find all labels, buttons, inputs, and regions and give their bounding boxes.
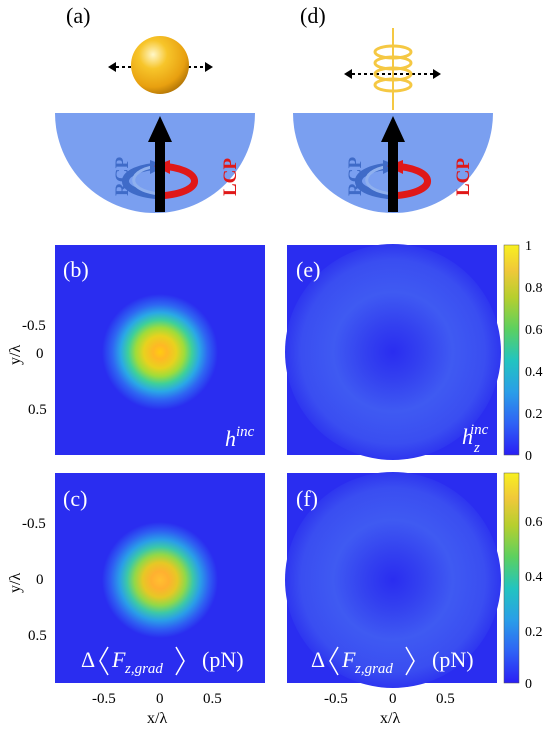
colorbar-tick: 0.4 [525, 570, 543, 585]
svg-text:z,grad: z,grad [354, 661, 393, 677]
y-tick-label: 0 [36, 572, 44, 588]
x-tick-label: 0 [389, 691, 397, 707]
illustration-sphere: RCP LCP (a) [55, 3, 255, 213]
intensity-spot-b [102, 294, 218, 410]
overlay-b: hinc [225, 424, 255, 451]
y-tick-label: -0.5 [22, 318, 46, 334]
panel-label-a: (a) [66, 3, 90, 28]
propagation-arrow-right [381, 116, 405, 212]
svg-text:Δ: Δ [81, 647, 95, 672]
x-tick-label: 0.5 [436, 691, 455, 707]
gold-sphere [131, 36, 189, 94]
panel-label-e: (e) [296, 257, 320, 282]
x-axis-right: -0.5 0 0.5 x/λ [324, 691, 455, 727]
panel-label-b: (b) [63, 257, 89, 282]
y-tick-label: 0 [36, 346, 44, 362]
lcp-label-right: LCP [453, 158, 474, 196]
svg-text:(pN): (pN) [432, 647, 474, 672]
colorbar-tick: 1 [525, 239, 532, 254]
colorbar-bottom: 0.6 0.4 0.2 0 [503, 472, 543, 692]
colorbar-tick: 0.2 [525, 407, 543, 422]
y-axis-title-top: y/λ [7, 345, 24, 365]
colorbar-tick: 0.6 [525, 323, 543, 338]
rcp-label-right: RCP [345, 157, 366, 196]
y-axis-top: y/λ -0.5 0 0.5 [7, 318, 47, 418]
dipole-arrow-right [344, 69, 441, 79]
x-tick-label: -0.5 [324, 691, 348, 707]
svg-text:F: F [341, 647, 356, 672]
map-panel-f: (f) Δ F z,grad (pN) [285, 472, 501, 688]
y-tick-label: 0.5 [28, 628, 47, 644]
map-panel-b: (b) hinc [55, 245, 265, 455]
colorbar-tick: 0 [525, 449, 532, 464]
colorbar-tick: 0.6 [525, 515, 543, 530]
rcp-label-left: RCP [112, 157, 133, 196]
svg-text:(pN): (pN) [202, 647, 244, 672]
colorbar-tick: 0.8 [525, 281, 543, 296]
intensity-spot-f [285, 472, 501, 688]
y-axis-bottom: y/λ -0.5 0 0.5 [7, 516, 47, 644]
helix-icon [373, 28, 413, 110]
overlay-e: hinc z [462, 422, 489, 456]
overlay-c: Δ F z,grad (pN) [81, 646, 244, 677]
svg-text:F: F [111, 647, 126, 672]
panel-label-c: (c) [63, 486, 87, 511]
propagation-arrow-left [148, 116, 172, 212]
colorbar-top: 1 0.8 0.6 0.4 0.2 0 [503, 239, 543, 464]
x-axis-left: -0.5 0 0.5 x/λ [92, 691, 222, 727]
y-tick-label: -0.5 [22, 516, 46, 532]
panel-label-f: (f) [296, 486, 318, 511]
y-axis-title-bottom: y/λ [7, 573, 24, 593]
illustration-helix: RCP LCP (d) [293, 3, 493, 213]
intensity-spot-c [102, 522, 218, 638]
panel-label-d: (d) [300, 3, 326, 28]
map-panel-e: (e) hinc z [285, 244, 501, 460]
x-tick-label: -0.5 [92, 691, 116, 707]
intensity-spot-e [285, 244, 501, 460]
x-tick-label: 0.5 [203, 691, 222, 707]
x-axis-title-left: x/λ [147, 710, 167, 727]
lcp-label-left: LCP [220, 158, 241, 196]
svg-text:Δ: Δ [311, 647, 325, 672]
x-axis-title-right: x/λ [380, 710, 400, 727]
svg-text:z,grad: z,grad [124, 661, 163, 677]
colorbar-tick: 0.2 [525, 625, 543, 640]
overlay-f: Δ F z,grad (pN) [311, 646, 474, 677]
map-panel-c: (c) Δ F z,grad (pN) [55, 473, 265, 683]
colorbar-tick: 0 [525, 677, 532, 692]
y-tick-label: 0.5 [28, 402, 47, 418]
colorbar-tick: 0.4 [525, 365, 543, 380]
x-tick-label: 0 [156, 691, 164, 707]
